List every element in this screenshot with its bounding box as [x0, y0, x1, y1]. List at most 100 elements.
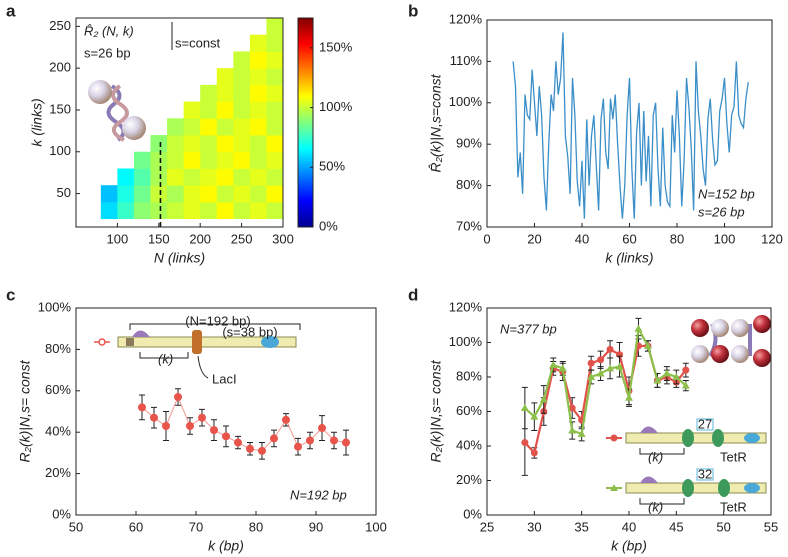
annotation: (k) — [648, 449, 663, 464]
panel-label: d — [408, 285, 418, 304]
y-tick-label: 0% — [52, 506, 71, 521]
y-tick-label: 80% — [456, 368, 482, 383]
heat-cell — [167, 135, 185, 153]
x-tick-label: 200 — [189, 231, 211, 246]
connect-line — [141, 395, 347, 452]
point — [539, 395, 548, 403]
x-tick-label: 70 — [189, 519, 203, 534]
tetR-schematic — [625, 426, 767, 505]
x-tick-label: 250 — [231, 231, 253, 246]
legend-box — [696, 468, 714, 481]
x-tick-label: 20 — [527, 231, 541, 246]
heat-cell — [216, 185, 234, 203]
y-axis-label: k (links) — [29, 98, 45, 146]
point — [174, 393, 182, 402]
point — [587, 373, 596, 380]
legend-label: 32 — [698, 466, 712, 481]
point — [653, 376, 662, 384]
heat-cell — [233, 135, 251, 153]
annotation: R̂₂ (N, k) — [84, 23, 134, 38]
x-tick-label: 300 — [272, 231, 294, 246]
point — [162, 421, 170, 430]
plot-area — [512, 32, 749, 219]
x-tick-label: 60 — [129, 519, 143, 534]
point — [258, 446, 266, 455]
dna-illustration — [88, 80, 146, 142]
heat-cell — [117, 168, 135, 186]
x-tick-label: 80 — [670, 231, 684, 246]
heat-cell — [249, 201, 267, 220]
heat-cell — [150, 201, 168, 220]
x-axis-label: k (bp) — [208, 538, 244, 554]
heat-cell — [266, 18, 283, 36]
heat-cell — [216, 84, 234, 102]
heat-cell — [216, 118, 234, 136]
annotation: s=26 bp — [84, 45, 131, 60]
y-axis-label: R̂₂(k)|N,s=const — [427, 73, 443, 172]
point — [615, 362, 624, 370]
point — [318, 424, 326, 433]
heat-cell — [133, 151, 151, 169]
point — [210, 426, 218, 435]
point — [568, 426, 577, 434]
y-tick-label: 120% — [449, 11, 483, 26]
heat-cell — [183, 135, 201, 153]
x-tick-label: 100 — [365, 519, 387, 534]
heat-cell — [183, 168, 201, 186]
point — [634, 324, 643, 332]
heat-cell — [266, 201, 283, 220]
x-tick-label: 60 — [622, 231, 636, 246]
heat-cell — [266, 168, 283, 186]
lacI-schematic — [117, 323, 301, 379]
x-tick-label: 150 — [148, 231, 170, 246]
heat-cell — [167, 168, 185, 186]
x-tick-label: 90 — [309, 519, 323, 534]
annotation: s=const — [175, 35, 221, 50]
heat-cell — [183, 151, 201, 169]
heat-cell — [183, 185, 201, 203]
point — [246, 444, 254, 453]
plot-area — [100, 18, 283, 220]
heat-cell — [249, 185, 267, 203]
heat-cell — [150, 151, 168, 169]
heat-cell — [233, 201, 251, 220]
plot-area — [138, 388, 350, 460]
point — [606, 345, 614, 353]
legend-box — [696, 418, 714, 431]
point — [682, 366, 690, 374]
heat-cell — [133, 185, 151, 203]
heat-cell — [150, 185, 168, 203]
axes-frame — [75, 17, 284, 228]
heat-cell — [216, 168, 234, 186]
y-tick-label: 50 — [57, 185, 71, 200]
x-tick-label: 100 — [714, 231, 736, 246]
colorbar-tick-label: 50% — [319, 159, 345, 174]
point — [282, 415, 290, 424]
y-tick-label: 100% — [449, 94, 483, 109]
series-line — [524, 325, 687, 436]
heat-cell — [249, 135, 267, 153]
point — [520, 404, 529, 412]
heat-cell — [150, 168, 168, 186]
heat-cell — [216, 68, 234, 86]
y-axis-label: R₂(k)|N,s= const — [17, 359, 33, 462]
colorbar-tick-label: 0% — [319, 218, 338, 233]
x-tick-label: 25 — [480, 519, 494, 534]
point — [625, 393, 633, 401]
heat-cell — [266, 118, 283, 136]
heat-cell — [249, 151, 267, 169]
heat-cell — [216, 101, 234, 119]
annotation: TetR — [720, 449, 747, 464]
heat-cell — [266, 135, 283, 153]
heat-cell — [249, 34, 267, 52]
y-tick-label: 90% — [456, 136, 482, 151]
legend-label: 27 — [698, 416, 712, 431]
x-tick-label: 50 — [716, 519, 730, 534]
heat-cell — [266, 151, 283, 169]
x-tick-label: 40 — [622, 519, 636, 534]
annotation: N=152 bp — [698, 186, 755, 201]
point — [530, 449, 538, 457]
heat-cell — [249, 84, 267, 102]
y-tick-label: 20% — [456, 472, 482, 487]
